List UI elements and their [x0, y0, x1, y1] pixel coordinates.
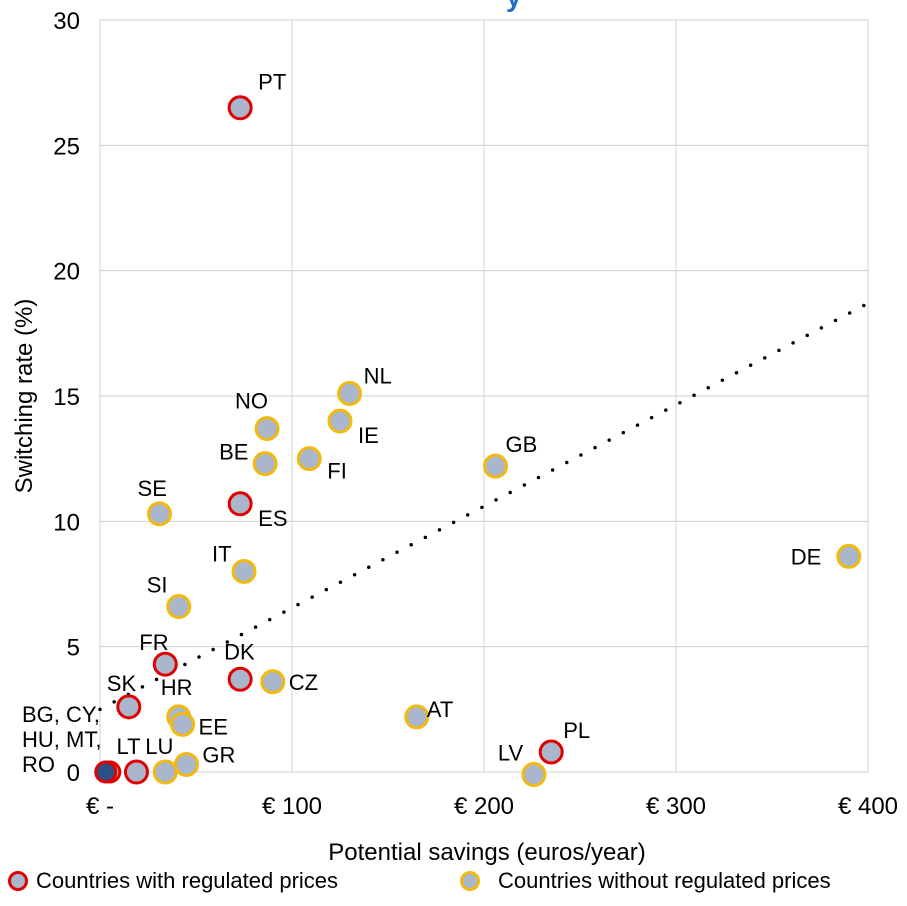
- y-tick-label: 25: [53, 133, 80, 160]
- unregulated-marker-icon: [460, 871, 480, 891]
- point-gr: [173, 751, 199, 777]
- legend-label-regulated: Countries with regulated prices: [36, 868, 339, 893]
- point-it: [231, 558, 257, 584]
- point-lu: [152, 759, 178, 785]
- cluster-point: [94, 760, 118, 784]
- point-se: [147, 501, 173, 527]
- data-points: [94, 95, 862, 788]
- point-label-it: IT: [212, 541, 232, 566]
- point-no: [254, 416, 280, 442]
- regulated-marker-icon: [8, 871, 28, 891]
- point-label-se: SE: [138, 476, 167, 501]
- point-label-at: AT: [427, 697, 453, 722]
- point-label-si: SI: [147, 573, 168, 598]
- x-tick-label: € -: [86, 793, 114, 820]
- point-ie: [327, 408, 353, 434]
- point-label-fi: FI: [327, 459, 347, 484]
- y-tick-label: 0: [67, 760, 80, 787]
- point-label-es: ES: [258, 506, 287, 531]
- point-label-dk: DK: [224, 639, 255, 664]
- point-at: [404, 704, 430, 730]
- point-pl: [538, 739, 564, 765]
- y-tick-label: 20: [53, 259, 80, 286]
- legend-item-unregulated: Countries without regulated prices: [460, 868, 831, 894]
- point-label-cluster: BG, CY, HU, MT, RO: [22, 702, 101, 777]
- point-lv: [521, 762, 547, 788]
- point-lt: [123, 759, 149, 785]
- chart-title-fragment: y: [506, 0, 522, 12]
- point-nl: [337, 380, 363, 406]
- y-tick-label: 15: [53, 384, 80, 411]
- point-label-cz: CZ: [289, 670, 318, 695]
- x-tick-label: € 100: [262, 793, 322, 820]
- legend: Countries with regulated prices Countrie…: [0, 868, 907, 906]
- x-axis-title: Potential savings (euros/year): [328, 839, 645, 866]
- trendline: [98, 301, 870, 712]
- x-tick-label: € 400: [838, 793, 898, 820]
- point-label-gr: GR: [202, 742, 235, 767]
- point-label-ee: EE: [199, 714, 228, 739]
- point-label-ie: IE: [358, 423, 379, 448]
- point-fi: [296, 446, 322, 472]
- point-labels: PT ES FR DK SK PL LT BG, CY, HU, MT, RO NL IE NO BE FI…: [22, 70, 821, 777]
- point-label-lu: LU: [145, 734, 173, 759]
- point-ee: [170, 711, 196, 737]
- point-label-hr: HR: [161, 675, 193, 700]
- point-sk: [116, 694, 142, 720]
- y-tick-label: 30: [53, 8, 80, 35]
- trendline-dotted: [98, 301, 870, 712]
- point-label-fr: FR: [139, 630, 168, 655]
- x-tick-labels: € - € 100 € 200 € 300 € 400: [86, 793, 898, 820]
- y-tick-label: 10: [53, 509, 80, 536]
- x-tick-label: € 300: [646, 793, 706, 820]
- point-label-sk: SK: [107, 671, 137, 696]
- point-label-pl: PL: [563, 718, 590, 743]
- point-si: [166, 594, 192, 620]
- legend-item-regulated: Countries with regulated prices: [8, 868, 338, 894]
- point-pt: [227, 95, 253, 121]
- point-cz: [260, 669, 286, 695]
- point-gb: [483, 453, 509, 479]
- legend-label-unregulated: Countries without regulated prices: [498, 868, 831, 893]
- point-fr: [152, 651, 178, 677]
- point-dk: [227, 666, 253, 692]
- point-es: [227, 491, 253, 517]
- grid-lines: [99, 19, 869, 773]
- point-label-lv: LV: [498, 741, 524, 766]
- point-label-lt: LT: [116, 734, 140, 759]
- point-label-be: BE: [219, 440, 248, 465]
- point-be: [252, 451, 278, 477]
- y-axis-title: Switching rate (%): [11, 299, 38, 494]
- point-label-gb: GB: [506, 432, 538, 457]
- point-de: [836, 543, 862, 569]
- y-tick-labels: 0 5 10 15 20 25 30: [53, 8, 80, 787]
- y-tick-label: 5: [67, 635, 80, 662]
- scatter-chart: PT ES FR DK SK PL LT BG, CY, HU, MT, RO NL IE NO BE FI…: [11, 0, 898, 866]
- x-tick-label: € 200: [454, 793, 514, 820]
- point-label-nl: NL: [364, 363, 392, 388]
- point-label-no: NO: [235, 389, 268, 414]
- point-label-de: DE: [791, 544, 822, 569]
- point-label-pt: PT: [258, 70, 286, 95]
